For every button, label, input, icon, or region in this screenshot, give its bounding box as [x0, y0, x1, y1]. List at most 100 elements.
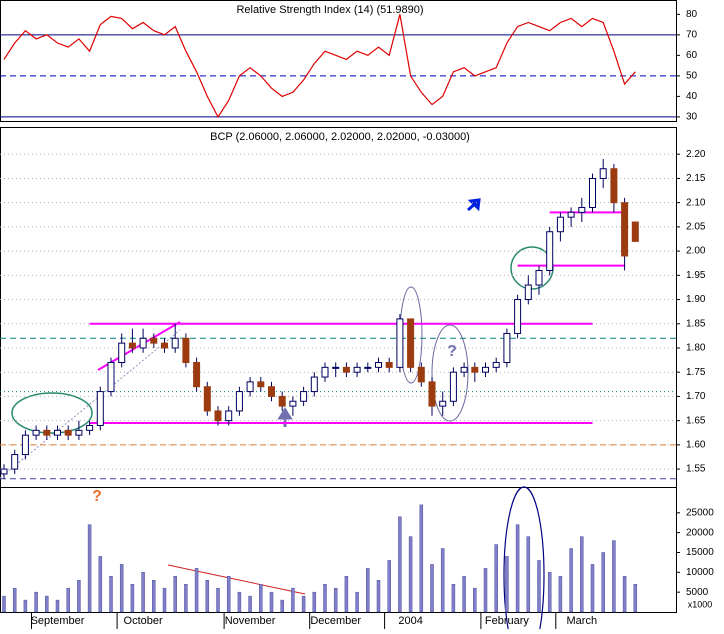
volume-bar [162, 587, 167, 613]
volume-bar [152, 580, 156, 613]
y-tick-label: 2.20 [686, 149, 706, 160]
volume-bar [333, 587, 338, 613]
candle-body [43, 429, 51, 436]
candle-body [278, 395, 286, 407]
volume-bar [494, 544, 498, 613]
candle-body [171, 337, 179, 349]
volume-bar [580, 536, 584, 613]
volume-bar [194, 568, 199, 613]
volume-bar [77, 580, 81, 613]
volume-bar [259, 583, 263, 613]
candle-body [610, 168, 618, 204]
volume-bar [526, 536, 531, 613]
volume-bar [387, 560, 391, 613]
y-tick-label: 1.90 [686, 294, 706, 305]
volume-bar [291, 587, 295, 613]
y-tick-label: 20000 [686, 527, 714, 538]
volume-bar [23, 599, 28, 613]
y-tick-label: 1.70 [686, 391, 706, 402]
volume-bar [184, 583, 188, 613]
volume-bar [109, 576, 113, 613]
candle-body [268, 386, 275, 397]
y-tick-label: 1.80 [686, 343, 706, 354]
candle-body [225, 410, 233, 422]
annotation-ellipse [503, 486, 545, 634]
candle-body [417, 366, 425, 383]
volume-bar [173, 576, 177, 613]
volume-bar [301, 595, 306, 613]
x-tick-label: March [567, 615, 598, 627]
y-tick-label: 25000 [686, 507, 714, 518]
annotation-trendline [0, 329, 181, 479]
annotation-ellipse [11, 392, 93, 434]
volume-bar [12, 587, 17, 613]
volume-bar [451, 583, 456, 613]
y-tick-label: 2.00 [686, 246, 706, 257]
candle-body [631, 221, 639, 242]
annotation-trendline [167, 564, 306, 595]
volume-bar [119, 564, 124, 613]
volume-bar [473, 587, 477, 613]
volume-bar [483, 568, 488, 613]
volume-bar [205, 580, 210, 613]
rsi-title: Relative Strength Index (14) (51.9890) [236, 4, 423, 16]
volume-bar [366, 568, 370, 613]
candle-body [428, 381, 436, 407]
volume-bar [633, 583, 638, 613]
candle-body [535, 269, 543, 286]
volume-bar [590, 564, 595, 613]
candle-body [182, 337, 190, 364]
y-tick-label: 1.85 [686, 318, 706, 329]
candle-body [567, 211, 575, 218]
volume-bar [130, 583, 135, 613]
candle-body [342, 366, 350, 373]
candle-body [118, 342, 126, 364]
candle-body [385, 362, 393, 368]
volume-bar [2, 595, 6, 613]
volume-bar [141, 572, 145, 613]
x-tick-label: October [124, 615, 163, 627]
candle-body [621, 202, 629, 257]
volume-bar [376, 580, 381, 613]
y-tick-label: 1.55 [686, 464, 706, 475]
volume-bar [34, 591, 38, 613]
volume-bar [601, 552, 605, 613]
y-tick-label: 2.05 [686, 222, 706, 233]
volume-frame [0, 487, 677, 613]
candle-body [599, 168, 607, 179]
candle-body [460, 366, 468, 373]
volume-bar [237, 591, 242, 613]
volume-bar [45, 595, 49, 613]
x-tick-label: February [485, 615, 530, 627]
volume-bar [408, 536, 413, 613]
volume-bar [216, 587, 220, 613]
y-tick-label: 2.15 [686, 173, 706, 184]
volume-bar [430, 564, 434, 613]
candle-body [556, 216, 564, 233]
candle-body [449, 371, 457, 402]
candle-body [257, 381, 265, 388]
candle-body [492, 362, 500, 368]
candle-body [471, 366, 479, 373]
candle-body [107, 362, 115, 393]
candle-body [407, 318, 415, 368]
volume-bar [312, 591, 317, 613]
volume-bar [462, 576, 466, 613]
volume-bar [323, 583, 327, 613]
annotation-text: ? [447, 343, 457, 360]
price-title: BCP (2.06000, 2.06000, 2.02000, 2.02000,… [210, 131, 470, 143]
volume-bar [269, 591, 274, 613]
candle-body [96, 391, 104, 426]
candle-body [21, 434, 29, 456]
candle-body [353, 366, 361, 373]
candle-body [64, 429, 72, 436]
volume-bar [440, 548, 445, 613]
x-tick-label: November [225, 615, 276, 627]
y-tick-label: 50 [686, 71, 698, 82]
panel-frames [0, 0, 677, 613]
volume-bar [66, 587, 70, 613]
candle-body [503, 332, 511, 364]
candle-body [310, 376, 318, 393]
candle-body [128, 342, 136, 349]
